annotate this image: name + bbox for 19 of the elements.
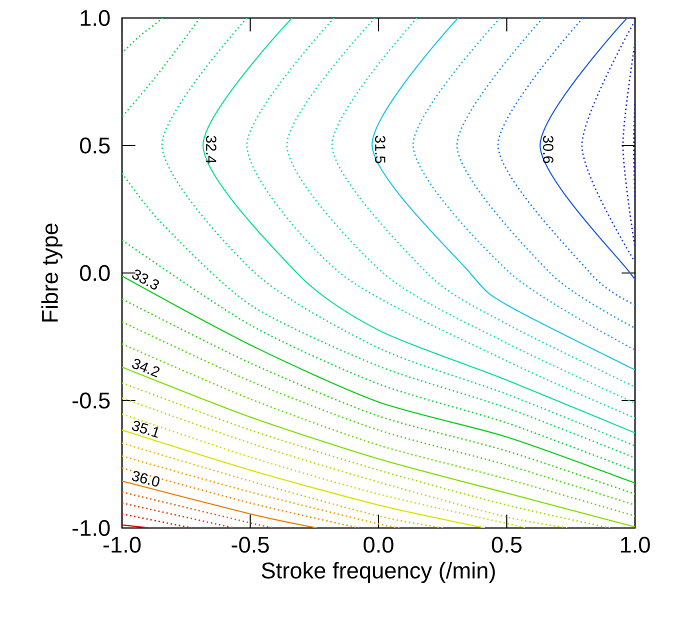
text: 32.4 bbox=[206, 136, 216, 164]
x-tick-label: 1.0 bbox=[620, 536, 650, 553]
text: 36.0 bbox=[132, 471, 160, 487]
y-tick-label: -0.5 bbox=[72, 392, 110, 409]
x-axis-title: Stroke frequency (/min) bbox=[262, 562, 495, 584]
y-tick-label: 0.0 bbox=[80, 264, 110, 282]
x-tick-label: 0.5 bbox=[492, 536, 522, 553]
text: 35.1 bbox=[132, 420, 158, 438]
text: 31.5 bbox=[375, 136, 386, 164]
x-tick-label: 0.0 bbox=[364, 536, 394, 553]
text: 33.3 bbox=[132, 270, 160, 290]
y-tick-label: 0.5 bbox=[80, 137, 110, 154]
text: 30.6 bbox=[543, 136, 554, 164]
text: 34.2 bbox=[132, 358, 160, 378]
y-tick-label: 1.0 bbox=[80, 10, 110, 26]
y-axis-title: Fibre type bbox=[41, 224, 62, 322]
x-tick-label: -0.5 bbox=[232, 536, 269, 553]
y-tick-label: -1.0 bbox=[72, 520, 110, 536]
x-tick-label: -1.0 bbox=[103, 536, 141, 553]
